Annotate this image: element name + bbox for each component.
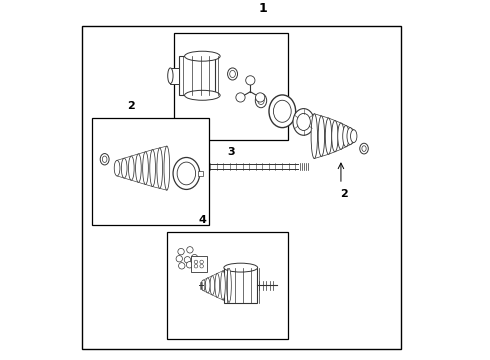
Text: 3: 3	[227, 147, 235, 157]
Ellipse shape	[184, 257, 191, 263]
Ellipse shape	[122, 158, 127, 178]
Ellipse shape	[114, 160, 120, 176]
Ellipse shape	[255, 94, 267, 108]
Ellipse shape	[178, 263, 185, 269]
Bar	[174, 33, 288, 140]
Ellipse shape	[224, 263, 258, 272]
Ellipse shape	[185, 90, 220, 100]
Ellipse shape	[128, 156, 134, 180]
Ellipse shape	[210, 276, 215, 295]
Ellipse shape	[177, 162, 196, 185]
Ellipse shape	[205, 278, 210, 293]
Text: 1: 1	[258, 3, 267, 15]
Circle shape	[200, 264, 203, 268]
Bar	[198, 171, 203, 176]
Bar	[179, 56, 215, 95]
Ellipse shape	[338, 123, 344, 149]
Ellipse shape	[227, 68, 238, 80]
Ellipse shape	[269, 95, 295, 128]
Ellipse shape	[176, 256, 182, 262]
Ellipse shape	[362, 146, 366, 152]
Ellipse shape	[350, 130, 357, 143]
Circle shape	[194, 264, 198, 268]
Ellipse shape	[187, 247, 193, 253]
Ellipse shape	[136, 154, 141, 183]
Text: 4: 4	[198, 215, 206, 225]
Ellipse shape	[297, 113, 310, 130]
Ellipse shape	[150, 150, 155, 186]
Ellipse shape	[215, 273, 220, 297]
Ellipse shape	[173, 157, 200, 189]
Ellipse shape	[325, 118, 332, 154]
Bar	[92, 118, 209, 225]
Ellipse shape	[311, 114, 318, 158]
Ellipse shape	[100, 154, 109, 165]
Text: 2: 2	[127, 101, 135, 111]
Circle shape	[245, 76, 255, 85]
Ellipse shape	[227, 268, 231, 302]
Ellipse shape	[230, 71, 235, 77]
Ellipse shape	[185, 51, 220, 61]
Ellipse shape	[201, 280, 206, 291]
Ellipse shape	[157, 148, 163, 188]
Ellipse shape	[220, 271, 225, 300]
Bar	[223, 267, 257, 303]
Ellipse shape	[168, 68, 173, 84]
Text: 2: 2	[341, 189, 348, 199]
Bar	[167, 232, 288, 339]
Bar	[81, 26, 401, 349]
Ellipse shape	[273, 100, 291, 122]
Circle shape	[194, 260, 198, 264]
Ellipse shape	[293, 109, 314, 135]
Circle shape	[236, 93, 245, 102]
Ellipse shape	[164, 146, 170, 190]
Ellipse shape	[186, 262, 193, 268]
Bar	[191, 256, 207, 272]
Circle shape	[200, 260, 203, 264]
Ellipse shape	[347, 128, 353, 145]
Ellipse shape	[318, 116, 324, 156]
Ellipse shape	[178, 248, 184, 255]
Bar	[171, 68, 179, 84]
Circle shape	[256, 93, 265, 102]
Ellipse shape	[343, 126, 349, 147]
Ellipse shape	[102, 156, 107, 162]
Ellipse shape	[332, 121, 338, 152]
Ellipse shape	[360, 143, 368, 154]
Ellipse shape	[192, 255, 198, 261]
Ellipse shape	[258, 97, 264, 104]
Ellipse shape	[143, 152, 148, 184]
